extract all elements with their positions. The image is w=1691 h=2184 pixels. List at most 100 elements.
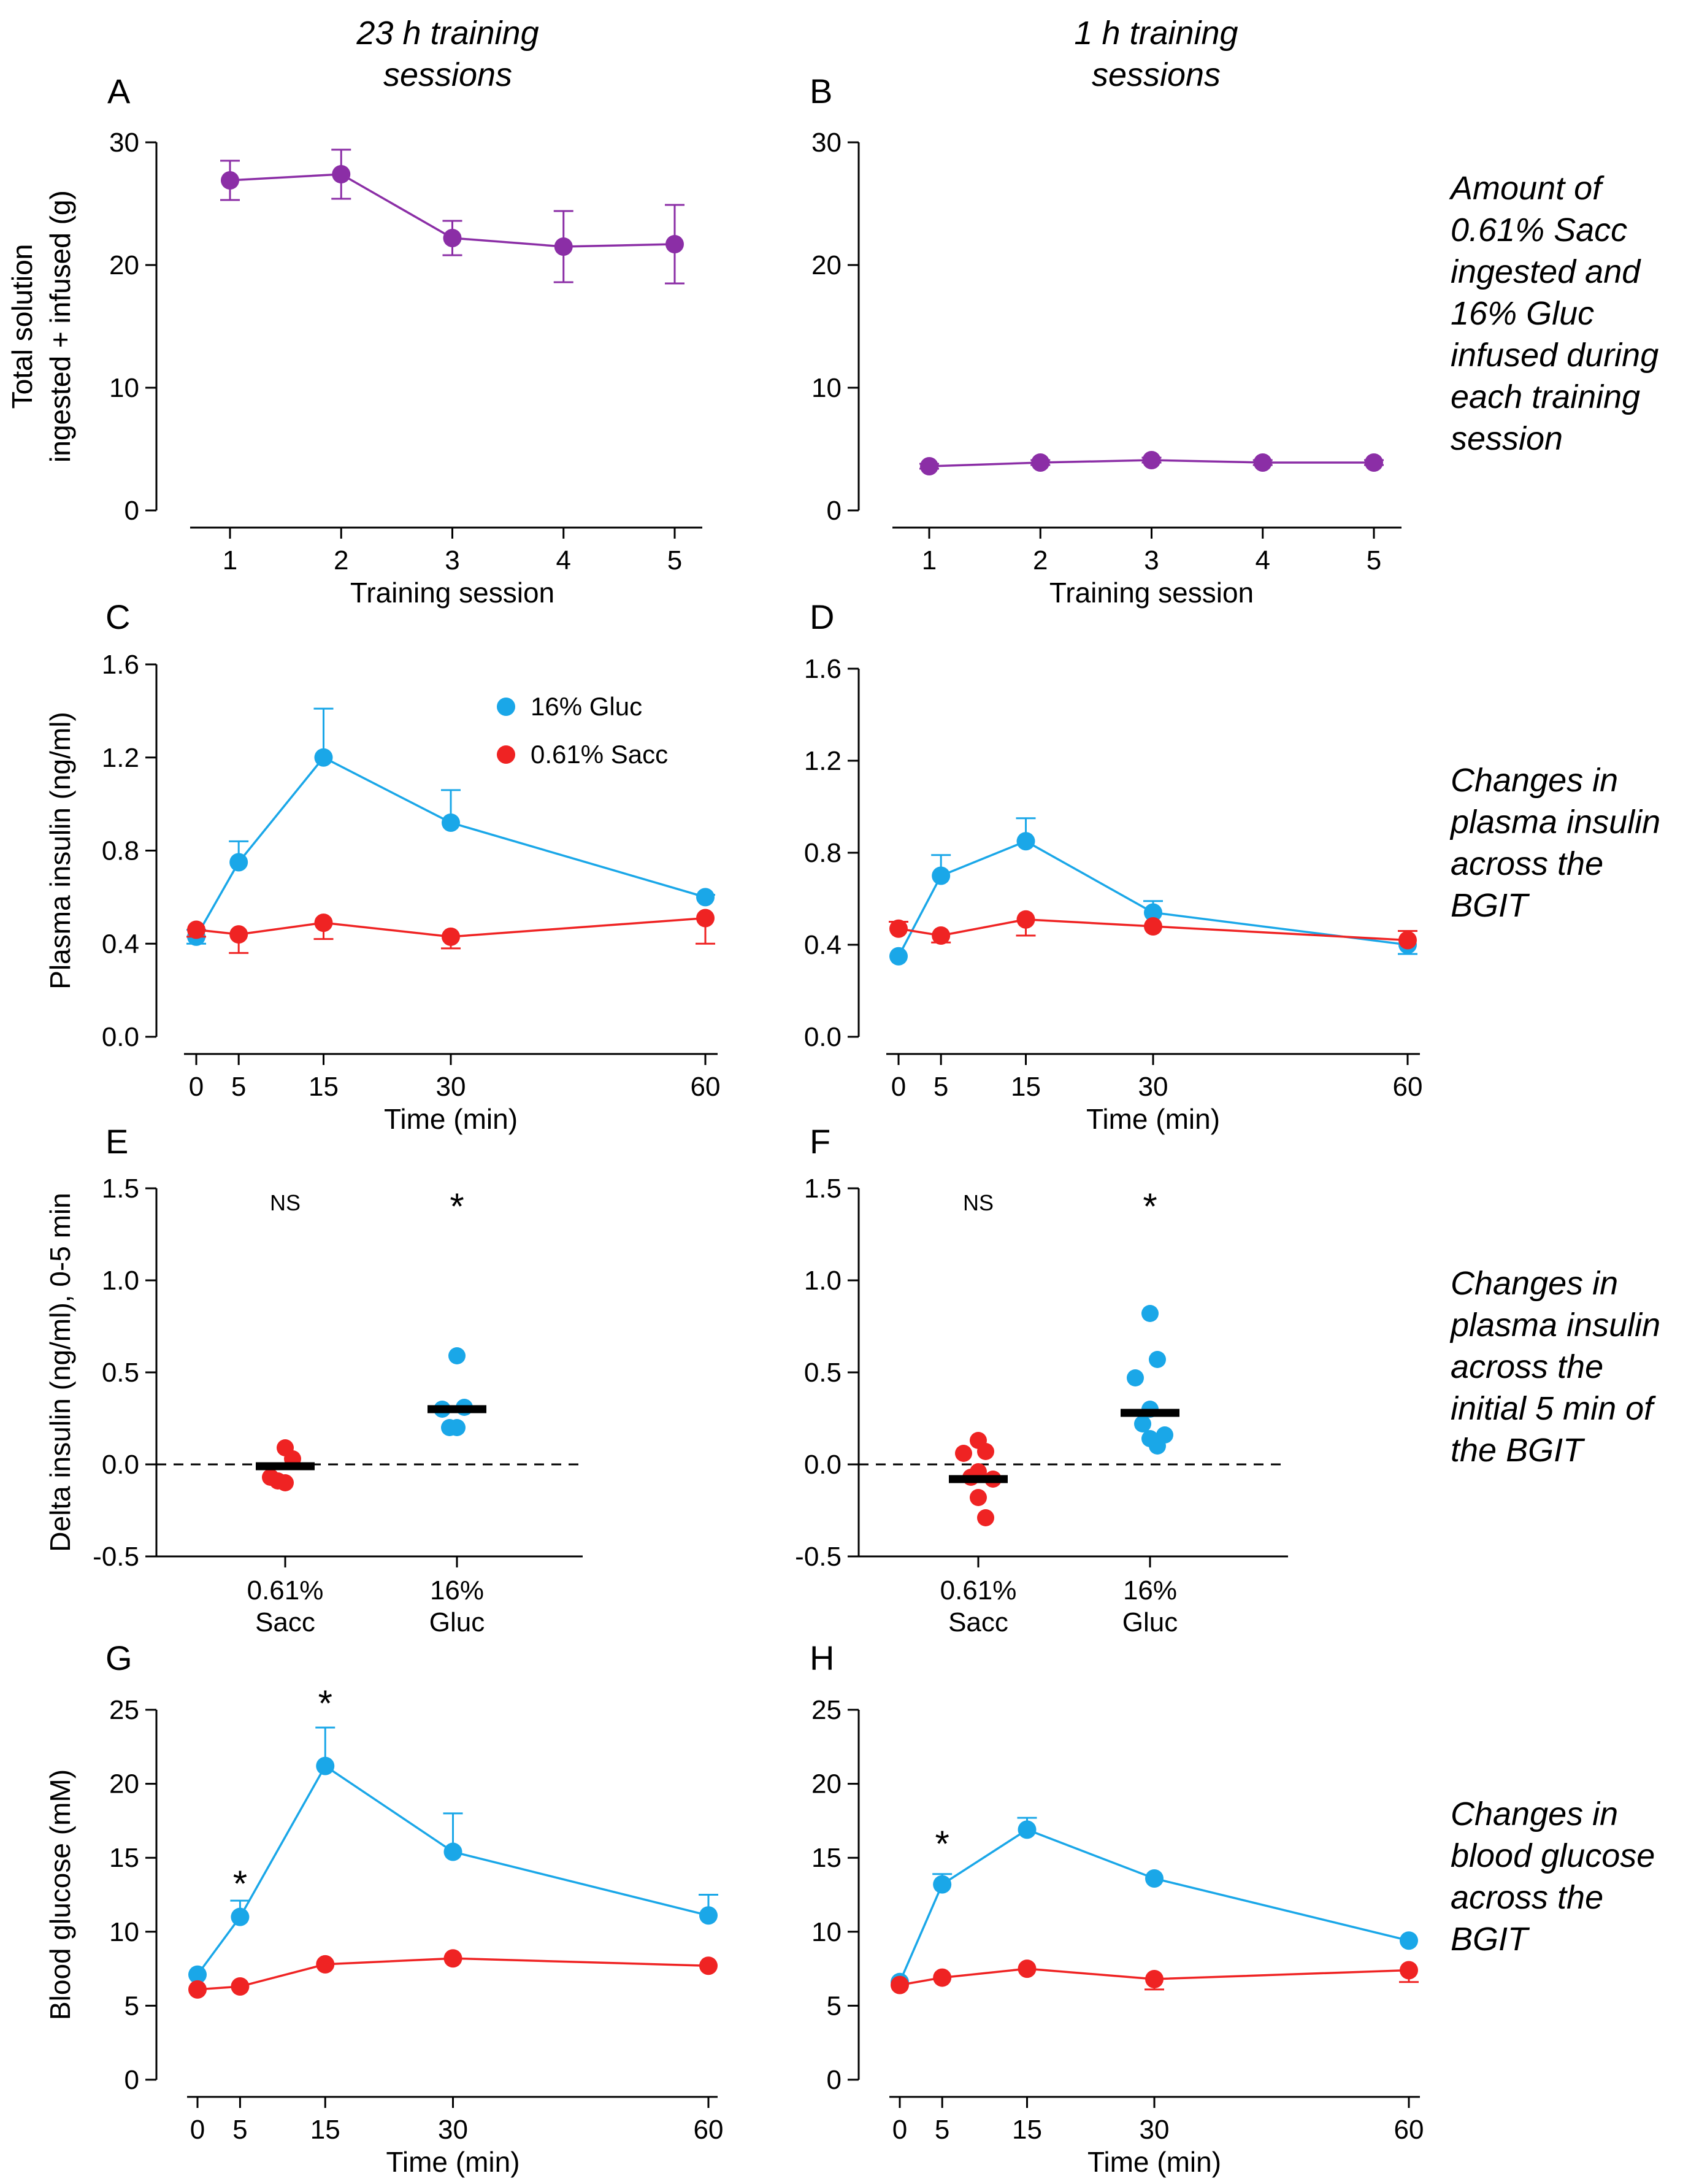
panel-c-y-tick-label: 0.8: [102, 836, 139, 866]
row-note-3-line: the BGIT: [1451, 1432, 1586, 1469]
panel-f-group-16-gluc-point: [1149, 1437, 1166, 1455]
panel-c-legend-marker: [497, 745, 515, 764]
panel-b-y-tick-label: 0: [827, 496, 842, 526]
panel-b-x-tick-label: 2: [1033, 545, 1048, 575]
row-notes: Amount of 0.61% Sacc ingested and 16% Gluc i…: [1449, 170, 1660, 1958]
panel-d: D 0.0 0.4 0.8 1.2 1.6 0 5 15 30 60 Time (min): [804, 598, 1423, 1135]
panel-h-series-16-gluc-line: [899, 1828, 1409, 1983]
row-note-2-line: across the: [1451, 845, 1603, 882]
panel-f-group-0-61-sacc-point: [977, 1509, 994, 1526]
panel-a-series-total-point: [554, 237, 573, 256]
panel-b-series-total-point: [1365, 453, 1383, 472]
panel-b-series-total-point: [1142, 451, 1161, 469]
row-note-3-line: initial 5 min of: [1451, 1390, 1656, 1427]
panel-c-x-axis-title: Time (min): [384, 1103, 518, 1135]
panel-a: A 0 10 20 30 Total solution ingested + infused…: [6, 72, 702, 609]
panel-b-series-total-point: [1253, 453, 1272, 472]
panel-d-series-0-61-sacc-point: [1398, 931, 1417, 950]
panel-d-series-16-gluc-point: [889, 947, 908, 966]
row-note-1-line: each training: [1451, 379, 1640, 415]
panel-a-x-axis-title: Training session: [350, 577, 554, 609]
row-note-4-line: BGIT: [1451, 1921, 1530, 1958]
panel-g-letter: G: [105, 1639, 132, 1677]
panel-g-y-tick-label: 10: [109, 1917, 139, 1947]
panel-f: F -0.5 0.0 0.5 1.0 1.5 0.61%Sacc NS 16%Gluc *: [795, 1122, 1288, 1637]
row-note-1-line: session: [1451, 420, 1563, 457]
panel-h-series-0-61-sacc-point: [1145, 1969, 1164, 1988]
row-note-4-line: Changes in: [1451, 1796, 1618, 1832]
panel-h-y-tick-label: 15: [811, 1843, 842, 1873]
panel-c-y-tick-label: 1.2: [102, 743, 139, 773]
panel-c-series-16-gluc-point: [314, 748, 333, 767]
panel-e-category-label: Sacc: [255, 1607, 315, 1637]
panel-g-series-0-61-sacc-point: [231, 1977, 250, 1996]
panel-h-series-0-61-sacc-point: [933, 1968, 952, 1987]
panel-b-letter: B: [810, 72, 832, 110]
figure-static-text: 23 h training sessions 1 h training sess…: [356, 15, 1238, 93]
panel-d-x-tick-label: 5: [934, 1072, 948, 1102]
panel-f-letter: F: [810, 1122, 830, 1161]
panel-e-significance-annotation: *: [450, 1186, 464, 1227]
panel-a-series-total-point: [665, 235, 684, 253]
panel-a-x-tick-label: 2: [334, 545, 348, 575]
panel-f-category-label: 0.61%: [940, 1575, 1017, 1605]
panel-d-y-tick-label: 1.2: [804, 746, 842, 776]
panel-h-series-16-gluc-point: [933, 1875, 952, 1894]
row-note-4-line: blood glucose: [1451, 1837, 1655, 1874]
panel-e: E -0.5 0.0 0.5 1.0 1.5 Delta insulin (ng/ml), …: [44, 1122, 583, 1637]
panel-e-y-tick-label: 1.5: [102, 1174, 139, 1204]
panel-f-group-16-gluc-point: [1134, 1415, 1151, 1432]
panel-d-series-0-61-sacc-point: [889, 919, 908, 938]
panel-a-x-tick-label: 5: [667, 545, 682, 575]
panel-d-x-tick-label: 30: [1138, 1072, 1168, 1102]
panel-d-series-0-61-sacc-point: [1144, 917, 1162, 936]
column-title-left-line-1: 23 h training: [356, 15, 539, 52]
row-note-1-line: 16% Gluc: [1451, 295, 1594, 332]
panel-h-y-tick-label: 10: [811, 1917, 842, 1947]
panel-g-x-tick-label: 60: [694, 2115, 724, 2145]
panel-c: C 0.0 0.4 0.8 1.2 1.6 Plasma insulin (ng/ml) 0 5…: [44, 598, 720, 1135]
panel-e-category-label: 0.61%: [247, 1575, 324, 1605]
panel-a-series-total-point: [221, 171, 239, 190]
panel-c-x-tick-label: 5: [231, 1072, 246, 1102]
panel-c-x-tick-label: 60: [691, 1072, 721, 1102]
panel-f-y-tick-label: -0.5: [795, 1542, 842, 1572]
panel-a-y-axis-title: Total solution: [6, 244, 38, 409]
panel-a-y-tick-label: 20: [109, 250, 139, 280]
panel-a-series-total-point: [332, 165, 351, 183]
row-note-1-line: 0.61% Sacc: [1451, 212, 1627, 248]
panel-h-y-tick-label: 5: [827, 1991, 842, 2021]
panel-h-x-tick-label: 15: [1012, 2115, 1042, 2145]
panel-b-series-total-point: [1031, 453, 1050, 472]
panel-h-y-tick-label: 25: [811, 1695, 842, 1725]
panel-f-group-16-gluc-point: [1141, 1305, 1159, 1322]
panel-a-letter: A: [107, 72, 131, 110]
column-title-right-line-2: sessions: [1092, 56, 1221, 93]
panel-c-y-tick-label: 0.4: [102, 929, 139, 959]
row-note-3-line: plasma insulin: [1449, 1307, 1660, 1344]
panel-d-series-16-gluc-point: [932, 866, 951, 885]
panel-d-x-tick-label: 60: [1393, 1072, 1423, 1102]
panel-f-y-tick-label: 0.0: [804, 1450, 842, 1480]
panel-d-series-0-61-sacc-point: [932, 926, 951, 945]
panel-b-x-tick-label: 1: [922, 545, 937, 575]
panel-e-y-axis-title: Delta insulin (ng/ml), 0-5 min: [44, 1193, 76, 1551]
panel-a-y-tick-label: 0: [125, 496, 139, 526]
panel-a-y-tick-label: 10: [109, 373, 139, 403]
panel-g-series-16-gluc-point: [188, 1965, 207, 1984]
panel-g-x-tick-label: 15: [310, 2115, 340, 2145]
panel-b-y-axis-title: ingested + infused (g): [44, 190, 76, 463]
panel-h-series-16-gluc-point: [1018, 1820, 1037, 1839]
panel-g-y-tick-label: 5: [125, 1991, 139, 2021]
panel-f-group-16-gluc-point: [1149, 1351, 1166, 1368]
panel-b-y-tick-label: 30: [811, 128, 842, 158]
panel-h-y-tick-label: 0: [827, 2065, 842, 2095]
panel-g-significance-star: *: [318, 1683, 332, 1724]
panel-c-y-tick-label: 1.6: [102, 650, 139, 680]
column-title-left-line-2: sessions: [383, 56, 512, 93]
panel-d-y-tick-label: 0.8: [804, 838, 842, 868]
panel-g-y-tick-label: 0: [125, 2065, 139, 2095]
panel-a-series-total-point: [443, 229, 462, 247]
